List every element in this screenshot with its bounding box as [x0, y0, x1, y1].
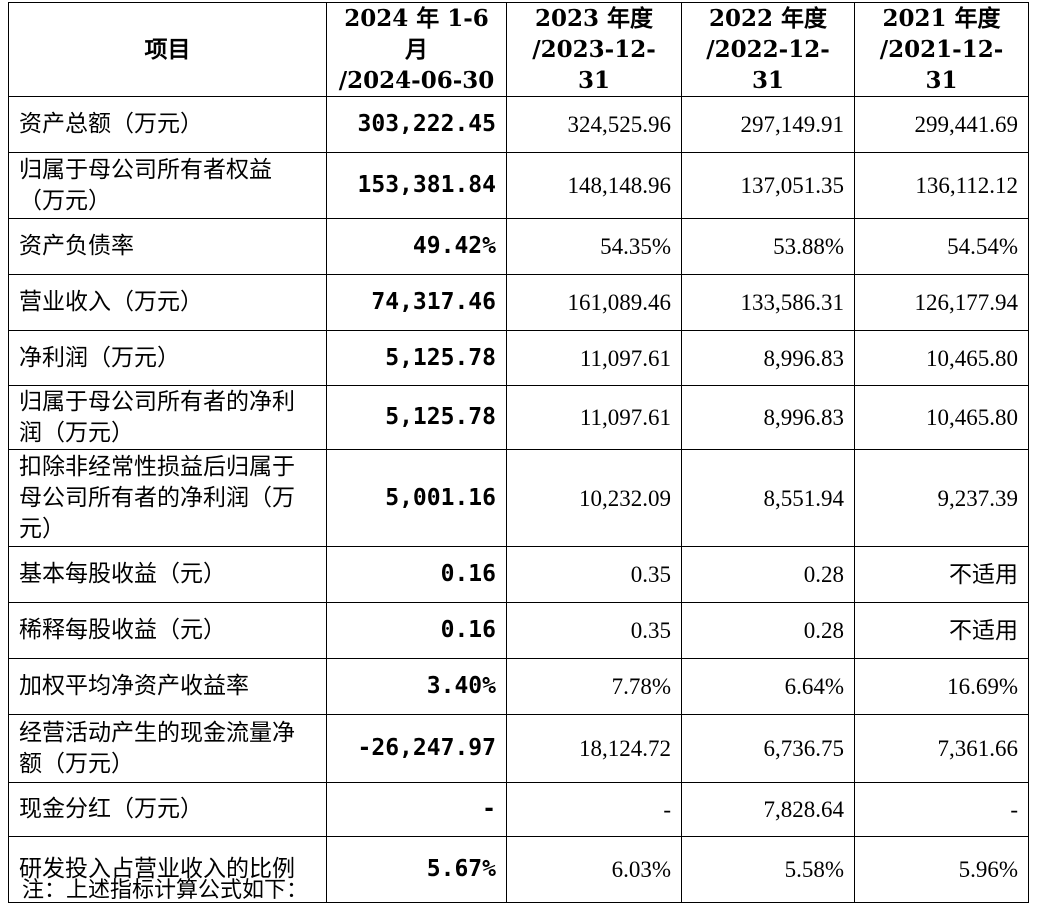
value-2024h1: 3.40% [326, 658, 507, 715]
header-item: 项目 [8, 2, 327, 97]
table-row: 资产总额（万元） 303,222.45 324,525.96 297,149.9… [8, 96, 1029, 153]
row-label: 稀释每股收益（元） [8, 602, 327, 659]
value-2022: 137,051.35 [681, 152, 855, 219]
value-2024h1: - [326, 782, 507, 837]
table-row: 净利润（万元） 5,125.78 11,097.61 8,996.83 10,4… [8, 330, 1029, 386]
table-row: 经营活动产生的现金流量净额（万元） -26,247.97 18,124.72 6… [8, 714, 1029, 783]
value-2021: 不适用 [854, 546, 1029, 603]
value-2023: 0.35 [506, 602, 682, 659]
value-2021: 不适用 [854, 602, 1029, 659]
value-2022: 133,586.31 [681, 274, 855, 331]
footnote: 注：上述指标计算公式如下： [22, 878, 309, 903]
value-2023: 161,089.46 [506, 274, 682, 331]
table-row: 稀释每股收益（元） 0.16 0.35 0.28 不适用 [8, 602, 1029, 659]
value-2024h1: 49.42% [326, 218, 507, 275]
table-row: 加权平均净资产收益率 3.40% 7.78% 6.64% 16.69% [8, 658, 1029, 715]
value-2022: 5.58% [681, 836, 855, 903]
table-row: 扣除非经常性损益后归属于母公司所有者的净利润（万元） 5,001.16 10,2… [8, 449, 1029, 547]
row-label: 现金分红（万元） [8, 782, 327, 837]
financial-indicators-table: 项目 2024 年 1-6 月/2024-06-30 2023 年度/2023-… [8, 2, 1029, 903]
value-2022: 8,996.83 [681, 330, 855, 386]
value-2022: 6.64% [681, 658, 855, 715]
value-2024h1: 303,222.45 [326, 96, 507, 153]
value-2021: 5.96% [854, 836, 1029, 903]
value-2021: 16.69% [854, 658, 1029, 715]
row-label: 资产总额（万元） [8, 96, 327, 153]
value-2023: 7.78% [506, 658, 682, 715]
value-2022: 8,551.94 [681, 449, 855, 547]
value-2023: 10,232.09 [506, 449, 682, 547]
value-2021: 7,361.66 [854, 714, 1029, 783]
table-row: 基本每股收益（元） 0.16 0.35 0.28 不适用 [8, 546, 1029, 603]
value-2022: 297,149.91 [681, 96, 855, 153]
value-2023: - [506, 782, 682, 837]
value-2024h1: 0.16 [326, 602, 507, 659]
value-2024h1: 5,125.78 [326, 385, 507, 450]
value-2024h1: 5,001.16 [326, 449, 507, 547]
value-2024h1: 0.16 [326, 546, 507, 603]
value-2023: 54.35% [506, 218, 682, 275]
value-2021: 10,465.80 [854, 385, 1029, 450]
table-row: 现金分红（万元） - - 7,828.64 - [8, 782, 1029, 837]
value-2022: 8,996.83 [681, 385, 855, 450]
value-2024h1: 74,317.46 [326, 274, 507, 331]
header-2023: 2023 年度/2023-12-31 [506, 2, 682, 97]
value-2022: 0.28 [681, 602, 855, 659]
table-header-row: 项目 2024 年 1-6 月/2024-06-30 2023 年度/2023-… [8, 2, 1029, 97]
value-2021: 9,237.39 [854, 449, 1029, 547]
value-2021: 299,441.69 [854, 96, 1029, 153]
value-2023: 18,124.72 [506, 714, 682, 783]
row-label: 基本每股收益（元） [8, 546, 327, 603]
row-label: 经营活动产生的现金流量净额（万元） [8, 714, 327, 783]
value-2024h1: 153,381.84 [326, 152, 507, 219]
row-label: 净利润（万元） [8, 330, 327, 386]
row-label: 加权平均净资产收益率 [8, 658, 327, 715]
value-2024h1: 5,125.78 [326, 330, 507, 386]
value-2024h1: -26,247.97 [326, 714, 507, 783]
row-label: 扣除非经常性损益后归属于母公司所有者的净利润（万元） [8, 449, 327, 547]
row-label: 归属于母公司所有者的净利润（万元） [8, 385, 327, 450]
value-2023: 0.35 [506, 546, 682, 603]
value-2021: 136,112.12 [854, 152, 1029, 219]
table-row: 资产负债率 49.42% 54.35% 53.88% 54.54% [8, 218, 1029, 275]
table-row: 归属于母公司所有者的净利润（万元） 5,125.78 11,097.61 8,9… [8, 385, 1029, 450]
value-2024h1: 5.67% [326, 836, 507, 903]
row-label: 营业收入（万元） [8, 274, 327, 331]
value-2021: 126,177.94 [854, 274, 1029, 331]
value-2022: 53.88% [681, 218, 855, 275]
value-2021: 10,465.80 [854, 330, 1029, 386]
table-row: 营业收入（万元） 74,317.46 161,089.46 133,586.31… [8, 274, 1029, 331]
header-2024h1: 2024 年 1-6 月/2024-06-30 [326, 2, 507, 97]
table-row: 归属于母公司所有者权益（万元） 153,381.84 148,148.96 13… [8, 152, 1029, 219]
value-2021: 54.54% [854, 218, 1029, 275]
row-label: 归属于母公司所有者权益（万元） [8, 152, 327, 219]
value-2023: 11,097.61 [506, 330, 682, 386]
value-2022: 6,736.75 [681, 714, 855, 783]
header-2021: 2021 年度/2021-12-31 [854, 2, 1029, 97]
value-2022: 0.28 [681, 546, 855, 603]
value-2023: 6.03% [506, 836, 682, 903]
value-2023: 324,525.96 [506, 96, 682, 153]
value-2023: 148,148.96 [506, 152, 682, 219]
value-2023: 11,097.61 [506, 385, 682, 450]
row-label: 资产负债率 [8, 218, 327, 275]
header-2022: 2022 年度/2022-12-31 [681, 2, 855, 97]
value-2022: 7,828.64 [681, 782, 855, 837]
value-2021: - [854, 782, 1029, 837]
